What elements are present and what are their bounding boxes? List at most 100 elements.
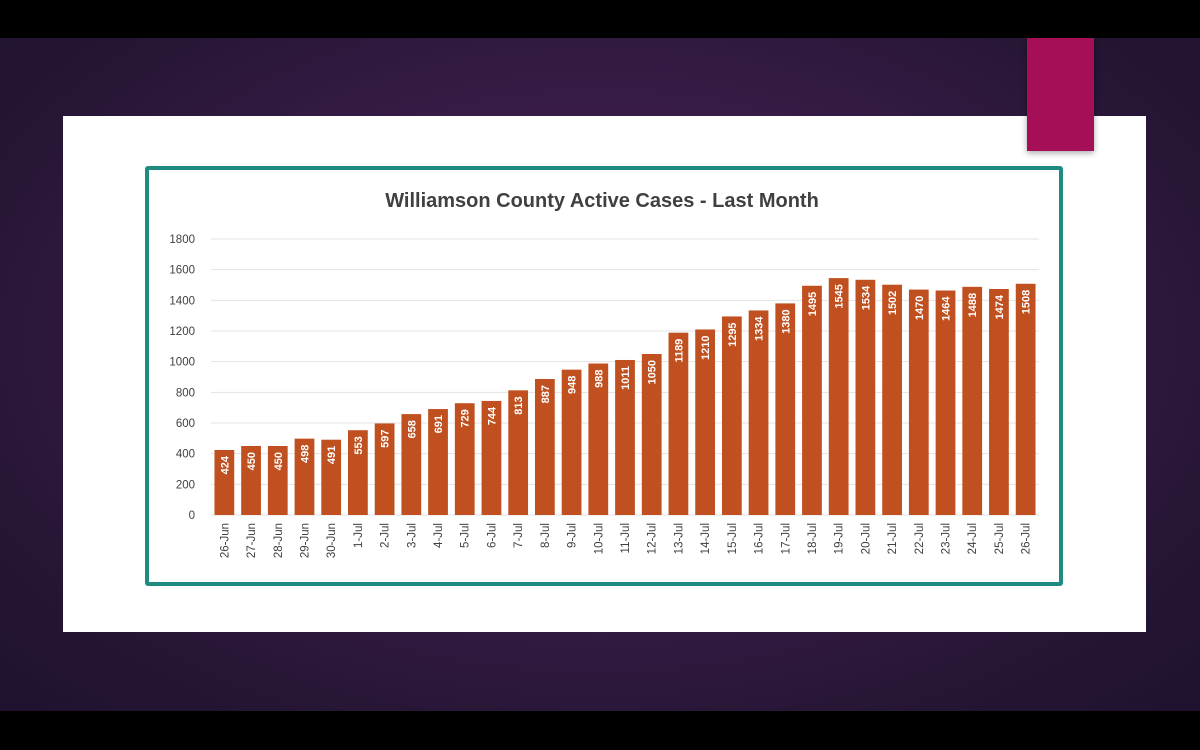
bar <box>401 414 422 515</box>
data-label: 658 <box>406 420 418 438</box>
x-tick-label: 23-Jul <box>941 523 953 554</box>
data-label: 813 <box>513 396 525 414</box>
bar <box>668 332 689 515</box>
y-tick-label: 1600 <box>169 265 195 277</box>
data-label: 1545 <box>834 284 846 308</box>
x-tick-label: 20-Jul <box>860 523 872 554</box>
x-tick-label: 11-Jul <box>620 523 632 553</box>
data-label: 1011 <box>620 366 632 390</box>
data-label: 729 <box>460 409 472 427</box>
data-label: 988 <box>593 370 605 388</box>
x-tick-label: 30-Jun <box>326 523 338 558</box>
x-tick-label: 7-Jul <box>513 523 525 548</box>
x-tick-label: 27-Jun <box>246 523 258 558</box>
x-tick-label: 13-Jul <box>673 523 685 554</box>
bar <box>534 378 555 515</box>
x-tick-label: 10-Jul <box>593 523 605 554</box>
data-label: 491 <box>326 446 338 464</box>
y-tick-label: 800 <box>176 387 195 399</box>
y-tick-label: 200 <box>176 479 195 491</box>
x-tick-label: 15-Jul <box>727 523 739 554</box>
bar <box>828 278 849 515</box>
bar <box>935 290 956 515</box>
bar <box>695 329 716 515</box>
data-label: 1334 <box>754 316 766 341</box>
y-tick-label: 1200 <box>169 326 195 338</box>
data-label: 450 <box>273 452 285 470</box>
chart-frame: 0 200 400 600 800 1000 1200 1400 1600 1800 424 450… <box>145 166 1063 586</box>
bar <box>989 288 1009 515</box>
x-tick-label: 3-Jul <box>406 523 418 548</box>
x-tick-label: 24-Jul <box>967 523 979 554</box>
accent-block <box>1027 38 1094 151</box>
data-label: 1488 <box>967 293 979 317</box>
bar <box>214 449 235 515</box>
bar <box>748 310 769 515</box>
bar <box>561 369 582 515</box>
x-tick-label: 8-Jul <box>540 523 552 548</box>
x-tick-label: 19-Jul <box>834 523 846 554</box>
x-axis-ticks: 26-Jun 27-Jun 28-Jun 29-Jun 30-Jun 1-Jul 2-Jul… <box>219 523 1032 558</box>
data-label: 1495 <box>807 292 819 316</box>
data-label: 1295 <box>727 322 739 346</box>
data-label: 1474 <box>994 294 1006 319</box>
data-label: 948 <box>567 376 579 394</box>
bar <box>374 423 395 515</box>
bar <box>428 409 448 515</box>
bar <box>802 285 822 515</box>
x-tick-label: 6-Jul <box>486 523 498 548</box>
bar <box>241 446 261 515</box>
presentation-slide: 0 200 400 600 800 1000 1200 1400 1600 1800 424 450… <box>0 38 1200 711</box>
data-label: 1464 <box>941 296 953 321</box>
x-tick-label: 1-Jul <box>353 523 365 548</box>
y-tick-label: 1400 <box>169 295 195 307</box>
data-label: 597 <box>380 429 392 447</box>
x-tick-label: 5-Jul <box>460 523 472 548</box>
bar <box>1015 283 1036 515</box>
data-labels: 424 450 450 498 491 553 597 658 691 729 744 813 887 9… <box>219 284 1032 474</box>
data-label: 1380 <box>780 309 792 333</box>
data-label: 498 <box>299 445 311 463</box>
y-tick-label: 0 <box>189 510 195 522</box>
data-label: 1502 <box>887 291 899 315</box>
data-label: 1210 <box>700 335 712 359</box>
bar <box>962 286 983 515</box>
data-label: 1534 <box>860 285 872 310</box>
y-axis-ticks: 0 200 400 600 800 1000 1200 1400 1600 1800 <box>169 234 195 522</box>
data-label: 744 <box>486 406 498 425</box>
x-tick-label: 22-Jul <box>914 523 926 554</box>
y-tick-label: 1000 <box>169 357 195 369</box>
data-label: 424 <box>219 455 231 474</box>
bar <box>721 316 742 515</box>
x-tick-label: 25-Jul <box>994 523 1006 554</box>
data-label: 691 <box>433 415 445 433</box>
x-tick-label: 29-Jun <box>299 523 311 558</box>
x-tick-label: 17-Jul <box>780 523 792 554</box>
bar <box>615 359 635 515</box>
x-tick-label: 4-Jul <box>433 523 445 548</box>
bar <box>882 284 902 515</box>
chart-title: Williamson County Active Cases - Last Mo… <box>385 190 819 212</box>
x-tick-label: 21-Jul <box>887 523 899 554</box>
y-tick-label: 1800 <box>169 234 195 246</box>
data-label: 553 <box>353 436 365 454</box>
bar <box>855 279 876 515</box>
bar <box>481 400 502 515</box>
x-tick-label: 9-Jul <box>567 523 579 548</box>
data-label: 887 <box>540 385 552 403</box>
bar <box>641 354 662 515</box>
bars <box>214 278 1036 515</box>
bar <box>588 363 609 515</box>
x-tick-label: 26-Jun <box>219 523 231 558</box>
bar <box>908 289 929 515</box>
x-tick-label: 2-Jul <box>380 523 392 548</box>
x-tick-label: 26-Jul <box>1021 523 1033 554</box>
data-label: 1189 <box>673 339 685 363</box>
bar <box>294 438 315 515</box>
data-label: 1470 <box>914 296 926 320</box>
x-tick-label: 18-Jul <box>807 523 819 554</box>
data-label: 450 <box>246 452 258 470</box>
x-tick-label: 14-Jul <box>700 523 712 554</box>
y-tick-label: 600 <box>176 418 195 430</box>
